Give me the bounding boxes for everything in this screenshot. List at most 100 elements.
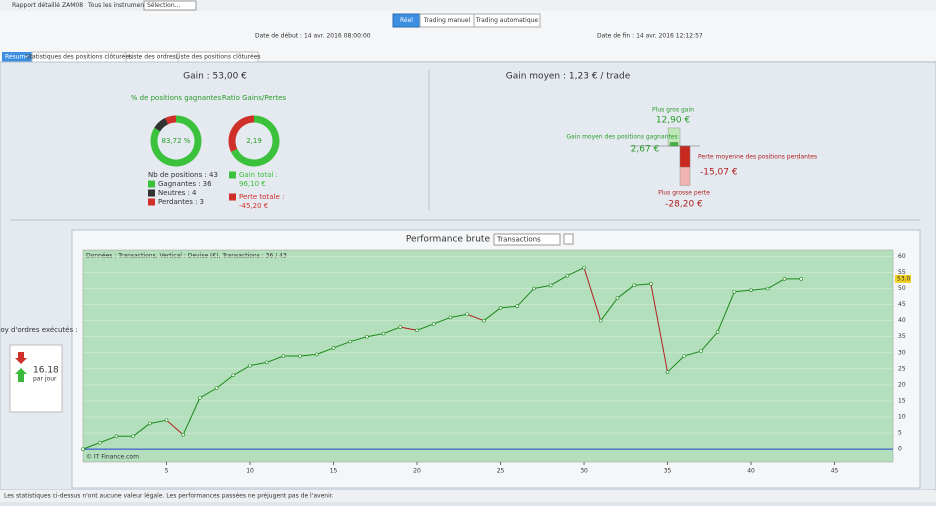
tab-label[interactable]: Résumé [5,54,29,61]
line-segment [99,435,117,444]
mode-label[interactable]: Trading automatique [475,17,539,24]
data-point [782,277,787,281]
line-segment [567,267,585,277]
line-segment [600,297,618,321]
data-point [315,352,319,357]
plot-area [82,249,894,463]
x-tick-label: 25 [497,468,505,475]
data-point [198,395,202,400]
line-segment [132,423,151,437]
tab-label[interactable]: Liste des ordres [128,54,176,61]
tab-label[interactable]: Liste des positions clôturées [175,54,260,61]
data-point [114,434,119,439]
y-tick-label: 15 [898,397,906,404]
data-point [749,288,753,292]
tab-label[interactable]: Statistiques des positions clôturées [26,54,132,61]
data-point [482,318,486,323]
line-segment [149,419,167,424]
y-tick-label: 35 [898,333,906,340]
mode-label[interactable]: Réel [400,17,413,24]
donut-segment [154,117,169,132]
avg-loss: -15,07 € [700,168,738,178]
legend-label: Neutres : [158,189,190,197]
mode-select-label[interactable]: Transactions [496,236,541,244]
up-arrow [15,368,27,382]
line-segment [249,361,267,367]
data-point [699,349,703,353]
y-tick-label: 50 [898,285,906,292]
data-point [381,331,386,336]
line-segment [516,288,535,307]
y-tick-label: 30 [898,349,906,356]
end-date: Date de fin : 14 avr. 2016 12:12:57 [597,33,703,40]
legend-label: Gagnantes : [158,180,201,188]
donut-segment [228,115,255,152]
instruments[interactable]: Tous les instruments [87,2,150,9]
line-segment [466,313,485,322]
line-segment [233,365,251,376]
line-segment [717,291,735,333]
donut-segment [230,115,280,167]
y-tick-label: 10 [898,414,906,421]
data-point [248,363,252,368]
mode-button[interactable] [473,13,541,28]
data-point [498,306,503,310]
line-segment [767,278,785,289]
x-tick-label: 15 [330,468,338,475]
line-segment [734,289,752,293]
line-segment [483,307,501,322]
line-segment [182,397,201,435]
line-segment [433,316,451,325]
data-point [148,421,152,426]
chart-info: Données : Transactions, Vertical : Devis… [86,253,287,260]
orders-label: Moy d'ordres exécutés : [0,326,78,334]
data-point [164,418,169,423]
tab[interactable] [2,52,32,62]
avg-gain-label: Gain moyen des positions gagnantes [566,134,677,141]
selection[interactable]: Sélection... [147,2,180,9]
data-point [799,277,803,281]
copyright: © IT Finance.com [86,454,139,461]
max-gain-label: Plus gros gain [652,107,694,114]
data-point [97,440,102,445]
line-segment [617,284,635,299]
legend-value: 3 [199,198,203,206]
ratio-title: Ratio Gains/Pertes [222,94,287,102]
line-segment [350,336,368,343]
line-segment [700,331,719,352]
data-point [465,312,469,317]
x-tick-label: 5 [165,468,169,475]
data-point [181,432,186,437]
down-arrow [15,352,27,364]
max-gain: 12,90 € [656,116,691,126]
data-point [331,346,336,350]
data-point [715,330,720,334]
y-tick-label: 60 [898,253,906,260]
x-tick-label: 40 [747,468,755,475]
line-segment [500,305,518,309]
data-point [765,286,770,291]
legend-swatch [148,180,155,188]
selection-box[interactable] [143,0,197,11]
line-segment [583,267,602,321]
x-tick-label: 45 [831,468,839,475]
legend-value: 36 [203,180,212,188]
mode-label[interactable]: Trading manuel [423,17,471,24]
data-point [415,328,419,333]
y-tick-label: 0 [898,446,902,453]
mode-select[interactable] [493,233,561,246]
positions: Nb de positions : 43 [148,171,218,179]
line-segment [750,288,768,291]
account[interactable]: ZAM08 [62,2,83,9]
data-point [264,360,269,365]
x-tick-label: 30 [580,468,588,475]
data-point [548,283,553,288]
data-point [81,447,85,451]
win-rate-title: % de positions gagnantes [131,94,222,102]
y-tick-label: 25 [898,365,906,372]
data-point [398,325,403,329]
line-segment [266,355,284,363]
line-segment [650,283,669,373]
zoom-button[interactable] [563,233,574,245]
data-point [231,373,236,378]
